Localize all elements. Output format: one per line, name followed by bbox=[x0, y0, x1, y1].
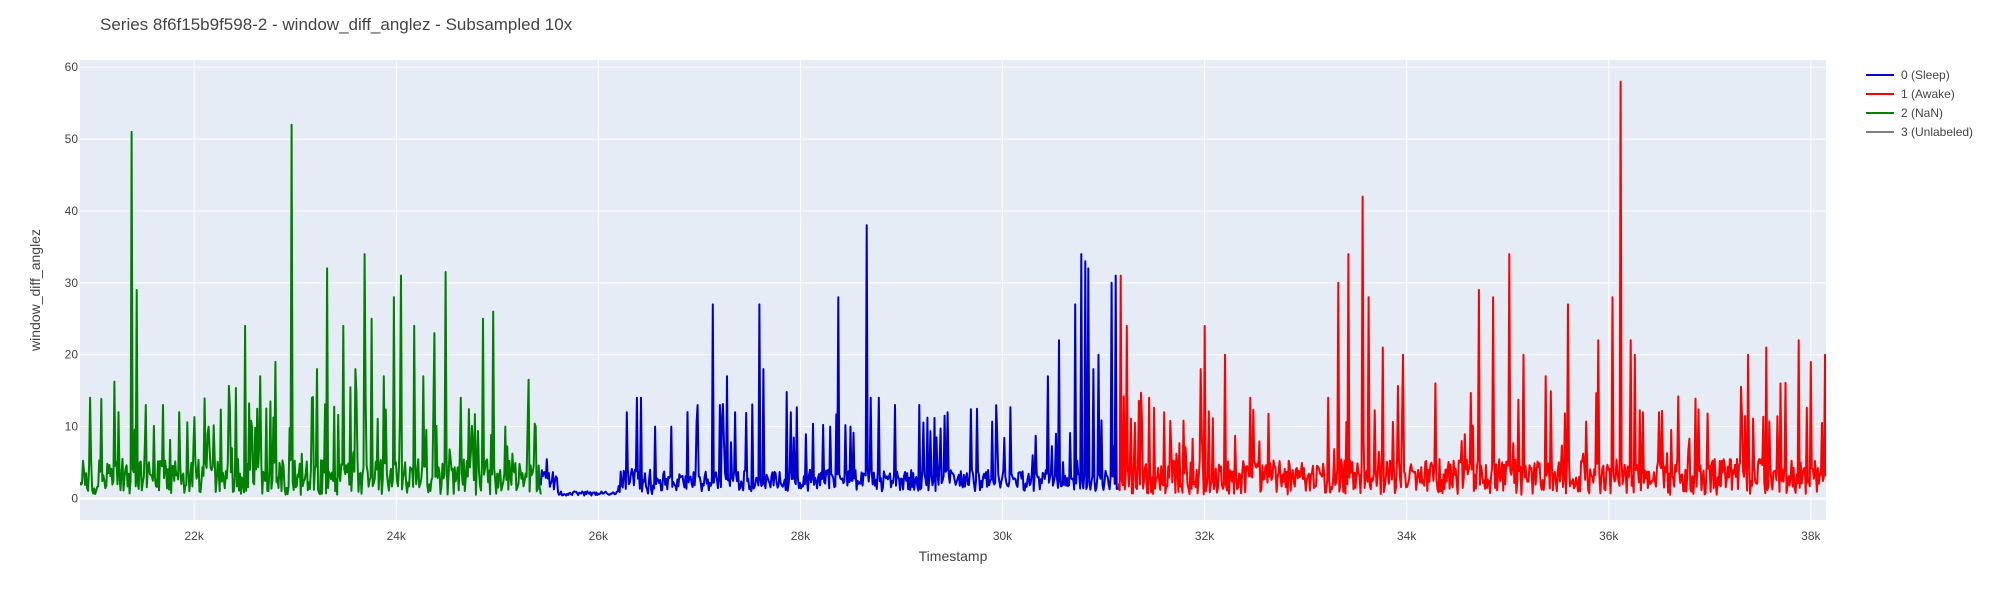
x-tick-label: 24k bbox=[387, 529, 407, 543]
x-tick-labels: 22k 24k 26k 28k 30k 32k 34k 36k 38k bbox=[184, 529, 1821, 543]
x-tick-label: 22k bbox=[184, 529, 204, 543]
y-tick-label: 20 bbox=[65, 348, 79, 362]
series-line-2 bbox=[80, 123, 542, 496]
y-tick-label: 50 bbox=[65, 132, 79, 146]
legend-item-3[interactable]: 3 (Unlabeled) bbox=[1866, 125, 1973, 139]
x-axis-title: Timestamp bbox=[919, 548, 988, 564]
x-tick-label: 38k bbox=[1801, 529, 1821, 543]
legend-item-1[interactable]: 1 (Awake) bbox=[1866, 87, 1955, 101]
y-tick-label: 30 bbox=[65, 276, 79, 290]
x-tick-label: 32k bbox=[1195, 529, 1215, 543]
y-tick-label: 0 bbox=[71, 491, 78, 505]
y-tick-label: 40 bbox=[65, 204, 79, 218]
legend-label: 0 (Sleep) bbox=[1901, 68, 1950, 82]
grid-lines bbox=[80, 60, 1826, 520]
legend-label: 3 (Unlabeled) bbox=[1901, 125, 1973, 139]
x-tick-label: 36k bbox=[1599, 529, 1619, 543]
legend-label: 2 (NaN) bbox=[1901, 106, 1943, 120]
chart-title: Series 8f6f15b9f598-2 - window_diff_angl… bbox=[100, 15, 573, 34]
series-line-1 bbox=[1117, 80, 1826, 496]
y-tick-label: 60 bbox=[65, 60, 79, 74]
legend-item-2[interactable]: 2 (NaN) bbox=[1866, 106, 1943, 120]
y-tick-label: 10 bbox=[65, 420, 79, 434]
x-tick-label: 28k bbox=[791, 529, 811, 543]
series-lines bbox=[80, 80, 1826, 497]
y-axis-title: window_diff_anglez bbox=[27, 229, 43, 352]
legend: 0 (Sleep) 1 (Awake) 2 (NaN) 3 (Unlabeled) bbox=[1866, 68, 1973, 139]
y-tick-labels: 0 10 20 30 40 50 60 bbox=[65, 60, 79, 505]
series-line-0 bbox=[539, 224, 1120, 497]
x-tick-label: 34k bbox=[1397, 529, 1417, 543]
x-tick-label: 26k bbox=[589, 529, 609, 543]
legend-item-0[interactable]: 0 (Sleep) bbox=[1866, 68, 1950, 82]
legend-label: 1 (Awake) bbox=[1901, 87, 1955, 101]
x-tick-label: 30k bbox=[993, 529, 1013, 543]
